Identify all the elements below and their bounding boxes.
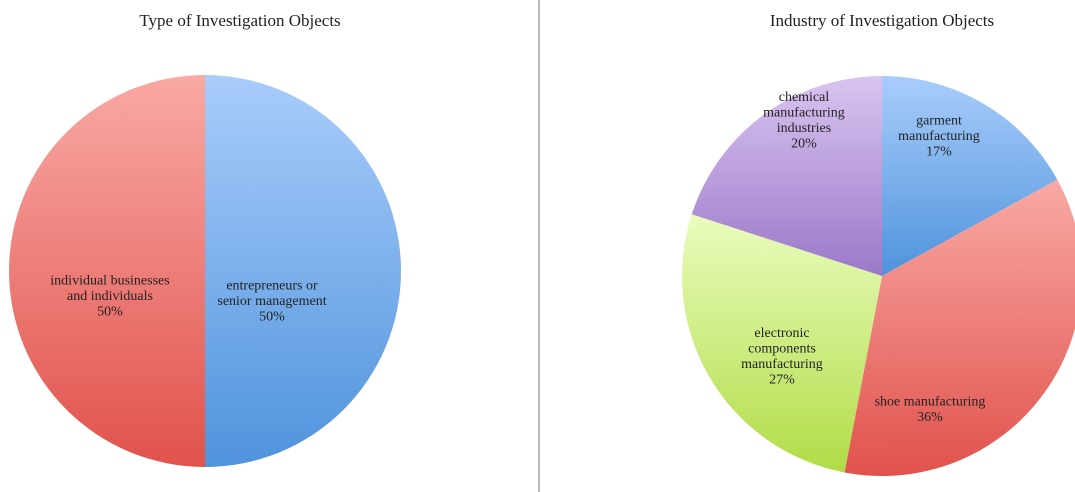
- chart-title: Type of Investigation Objects: [139, 11, 340, 30]
- pie-chart-investigation-type: Type of Investigation Objects entreprene…: [9, 11, 401, 467]
- slice-label: entrepreneurs or senior management 50%: [217, 279, 326, 325]
- chart-title: Industry of Investigation Objects: [770, 11, 994, 30]
- slice-label: garment manufacturing 17%: [898, 114, 980, 160]
- slice-label: electronic components manufacturing 27%: [741, 326, 823, 388]
- pie-chart-industry: Industry of Investigation Objects garmen…: [682, 11, 1075, 476]
- pie-slice: [205, 75, 401, 467]
- slice-label: chemical manufacturing industries 20%: [763, 90, 845, 152]
- pie-slice: [882, 76, 1058, 276]
- pie-slice: [844, 179, 1075, 476]
- slice-label: individual businesses and individuals 50%: [50, 274, 169, 320]
- slice-label: shoe manufacturing 36%: [875, 394, 986, 425]
- pie-slice: [9, 75, 205, 467]
- pie-slice: [682, 214, 882, 473]
- pie-slice: [691, 76, 882, 276]
